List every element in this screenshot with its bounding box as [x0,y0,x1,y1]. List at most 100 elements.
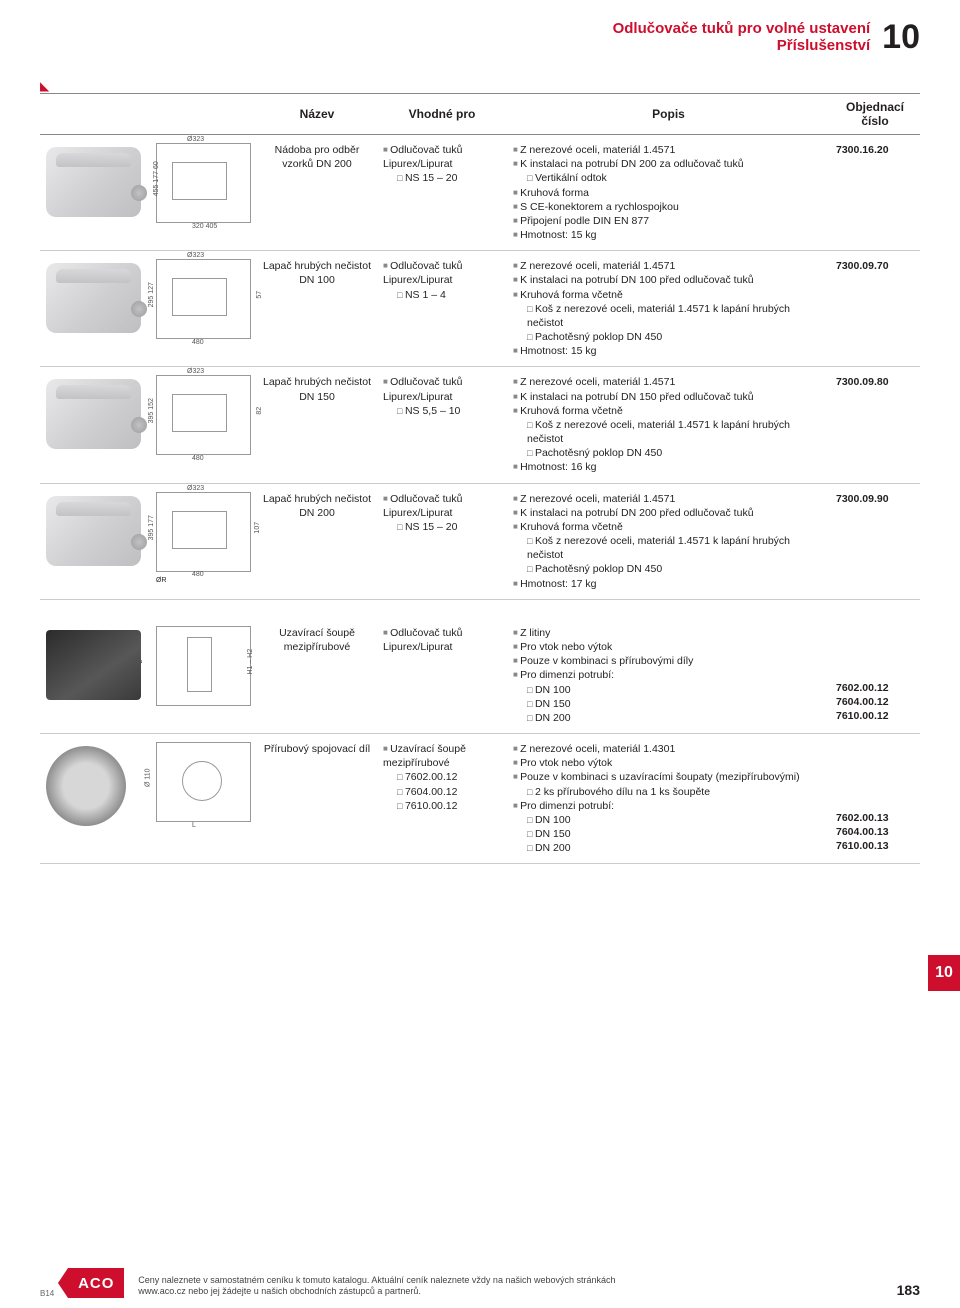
dim-label: 480 [192,338,204,347]
popis-subitem: Pachotěsný poklop DN 450 [527,446,824,460]
product-photo [46,147,141,217]
header-title-1: Odlučovače tuků pro volné ustavení [613,20,871,37]
dim-label: H1 – H2 [246,649,255,675]
popis-sublist: Koš z nerezové oceli, materiál 1.4571 k … [513,418,824,461]
vhodne-subitem: NS 15 – 20 [397,520,501,534]
popis-item: Z nerezové oceli, materiál 1.4301 [513,742,824,756]
popis-subitem: DN 150 [527,697,824,711]
popis-subitem: Koš z nerezové oceli, materiál 1.4571 k … [527,302,824,330]
dim-label: 107 [253,521,262,533]
product-photo [46,630,141,700]
product-name: Lapač hrubých nečistot DN 200 [257,483,377,599]
dim-label: 57 [255,291,264,299]
popis-item: K instalaci na potrubí DN 200 za odlučov… [513,157,824,171]
vhodne-subitem: 7604.00.12 [397,785,501,799]
popis-item: Pro vtok nebo výtok [513,640,824,654]
popis-item: Připojení podle DIN EN 877 [513,214,824,228]
vhodne-subitem: NS 1 – 4 [397,288,501,302]
dim-label: Ø323 [187,135,204,144]
vhodne-list: Odlučovač tuků Lipurex/Lipurat [383,259,501,287]
popis-item: Pro dimenzi potrubí: [513,799,824,813]
vhodne-head: Odlučovač tuků Lipurex/Lipurat [383,143,501,171]
popis-item: Pouze v kombinaci s uzavíracími šoupaty … [513,770,824,784]
dim-label: L [136,660,145,664]
popis-subitem: DN 200 [527,711,824,725]
vhodne-subitem: NS 5,5 – 10 [397,404,501,418]
order-number: 7300.09.70 [830,251,920,367]
dim-label: 480 [192,570,204,579]
popis-item: S CE-konektorem a rychlospojkou [513,200,824,214]
popis-item: Hmotnost: 17 kg [513,577,824,591]
dim-label: Ø323 [187,367,204,376]
vhodne-subitem: NS 15 – 20 [397,171,501,185]
popis-item: Hmotnost: 15 kg [513,228,824,242]
triangle-marker-icon: ◣ [40,79,49,93]
popis-sublist: 2 ks přírubového dílu na 1 ks šoupěte [513,785,824,799]
popis-subitem: Pachotěsný poklop DN 450 [527,562,824,576]
popis-sublist: Koš z nerezové oceli, materiál 1.4571 k … [513,534,824,577]
popis-list: Hmotnost: 16 kg [513,460,824,474]
technical-drawing: LH1 – H2 [156,626,251,706]
dim-label: Ø323 [187,251,204,260]
technical-drawing: Ø323395 15248082 [156,375,251,455]
vhodne-subitem: 7610.00.12 [397,799,501,813]
popis-item: Hmotnost: 15 kg [513,344,824,358]
order-number: 7610.00.13 [836,839,914,853]
order-number: 7300.16.20 [830,135,920,251]
popis-sublist: Vertikální odtok [513,171,824,185]
dim-label: 480 [192,454,204,463]
popis-item: Kruhová forma včetně [513,520,824,534]
order-number: 7604.00.13 [836,825,914,839]
vhodne-sublist: NS 15 – 20 [383,171,501,185]
table-row: Ø 110LPřírubový spojovací dílUzavírací š… [40,734,920,864]
popis-subitem: DN 150 [527,827,824,841]
popis-item: Pouze v kombinaci s přírubovými díly [513,654,824,668]
col-obj: Objednací číslo [830,94,920,135]
order-numbers: 7602.00.127604.00.127610.00.12 [836,681,914,724]
popis-item: K instalaci na potrubí DN 100 před odluč… [513,273,824,287]
dim-label: 455 177 60 [152,161,161,196]
col-name: Název [257,94,377,135]
order-number: 7604.00.12 [836,695,914,709]
popis-subitem: 2 ks přírubového dílu na 1 ks šoupěte [527,785,824,799]
table-row: Ø323395 177480107ØRLapač hrubých nečisto… [40,483,920,599]
popis-item: Kruhová forma včetně [513,404,824,418]
product-photo [46,746,126,826]
popis-list: Z nerezové oceli, materiál 1.4571K insta… [513,375,824,418]
popis-sublist: DN 100DN 150DN 200 [513,683,824,726]
table-row: Ø323455 177 60320 405Nádoba pro odběr vz… [40,135,920,251]
vhodne-list: Odlučovač tuků Lipurex/Lipurat [383,492,501,520]
technical-drawing: Ø323295 12748057 [156,259,251,339]
order-number: 7610.00.12 [836,709,914,723]
popis-list: Z nerezové oceli, materiál 1.4301Pro vto… [513,742,824,785]
popis-item: Z nerezové oceli, materiál 1.4571 [513,259,824,273]
popis-sublist: DN 100DN 150DN 200 [513,813,824,856]
popis-list: Z nerezové oceli, materiál 1.4571K insta… [513,259,824,302]
order-number: 7602.00.12 [836,681,914,695]
vhodne-sublist: NS 1 – 4 [383,288,501,302]
catalog-table-2: LH1 – H2Uzavírací šoupě mezipřírubovéOdl… [40,618,920,865]
order-number: 7300.09.90 [830,483,920,599]
popis-item: Z litiny [513,626,824,640]
vhodne-sublist: 7602.00.127604.00.127610.00.12 [383,770,501,813]
popis-subitem: Koš z nerezové oceli, materiál 1.4571 k … [527,418,824,446]
dim-label: Ø323 [187,484,204,493]
dim-label: 395 177 [147,515,156,540]
dim-label: Ø 110 [144,768,153,787]
popis-item: Z nerezové oceli, materiál 1.4571 [513,375,824,389]
footer-code: B14 [40,1289,54,1298]
vhodne-list: Odlučovač tuků Lipurex/Lipurat [383,143,501,171]
table-row: Ø323295 12748057Lapač hrubých nečistot D… [40,251,920,367]
product-photo [46,496,141,566]
page-header: Odlučovače tuků pro volné ustavení Přísl… [40,20,920,54]
order-number: 7300.09.80 [830,367,920,483]
vhodne-list: Odlučovač tuků Lipurex/Lipurat [383,626,501,654]
vhodne-list: Uzavírací šoupě mezipřírubové [383,742,501,770]
popis-list: Z nerezové oceli, materiál 1.4571K insta… [513,492,824,535]
footer-text: Ceny naleznete v samostatném ceníku k to… [138,1275,882,1298]
popis-item: K instalaci na potrubí DN 150 před odluč… [513,390,824,404]
vhodne-subitem: 7602.00.12 [397,770,501,784]
popis-list: Z nerezové oceli, materiál 1.4571K insta… [513,143,824,171]
popis-list: Z litinyPro vtok nebo výtokPouze v kombi… [513,626,824,683]
popis-subitem: DN 200 [527,841,824,855]
